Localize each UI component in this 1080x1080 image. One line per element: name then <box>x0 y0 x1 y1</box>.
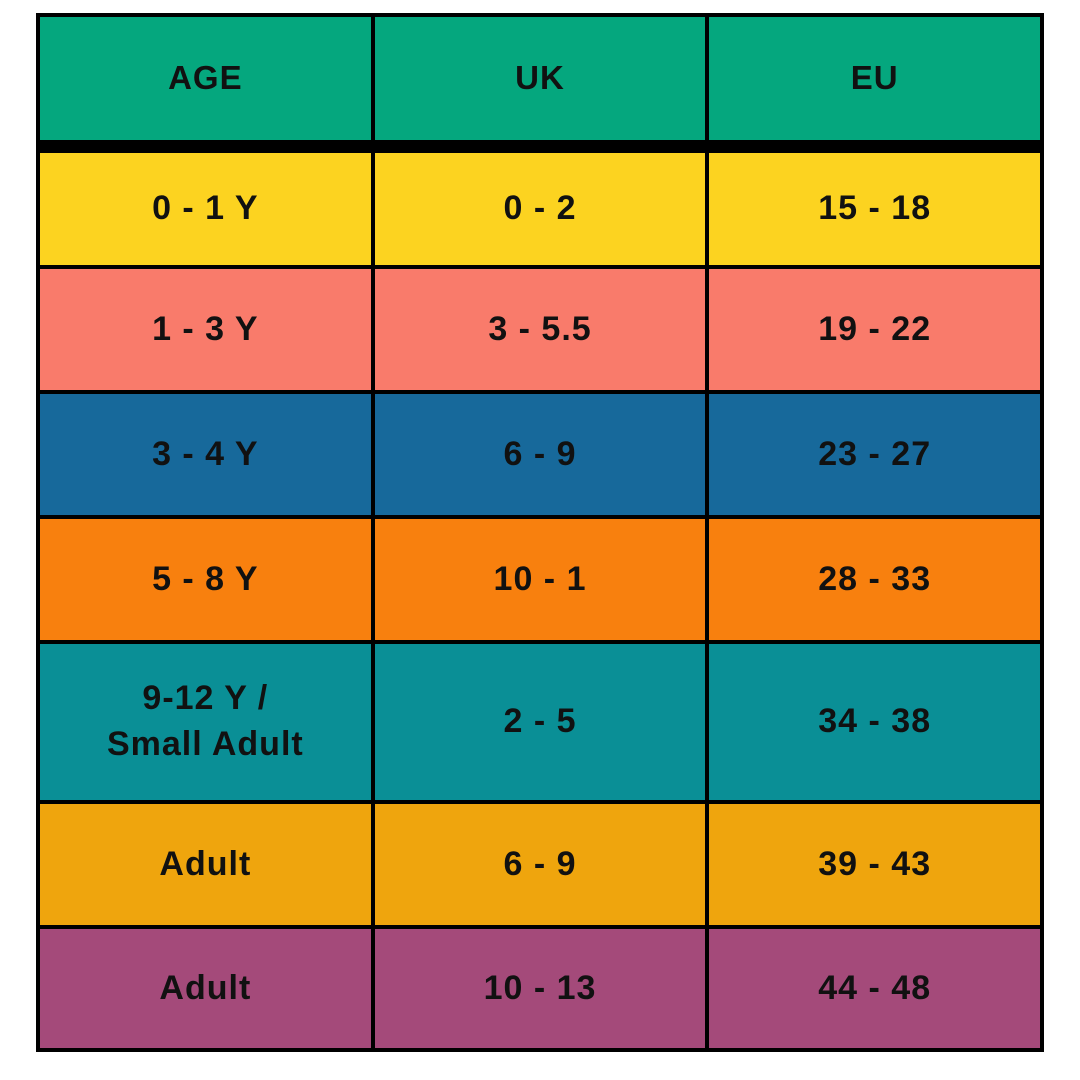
uk-cell: 6 - 9 <box>370 804 706 925</box>
eu-cell: 23 - 27 <box>705 394 1040 515</box>
uk-cell: 3 - 5.5 <box>370 269 706 390</box>
uk-cell: 0 - 2 <box>370 153 706 265</box>
uk-cell: 10 - 1 <box>370 519 706 640</box>
eu-cell: 28 - 33 <box>705 519 1040 640</box>
age-cell: 5 - 8 Y <box>152 559 259 598</box>
table-row: Adult 6 - 9 39 - 43 <box>40 800 1040 925</box>
age-line-1: 9-12 Y / <box>142 679 269 718</box>
table-header-row: AGE UK EU <box>40 17 1040 140</box>
table-row: Adult 10 - 13 44 - 48 <box>40 925 1040 1048</box>
table-row: 1 - 3 Y 3 - 5.5 19 - 22 <box>40 265 1040 390</box>
age-cell: 1 - 3 Y <box>152 309 259 348</box>
age-cell: Adult <box>159 968 252 1007</box>
table-row: 0 - 1 Y 0 - 2 15 - 18 <box>40 140 1040 265</box>
eu-cell: 39 - 43 <box>705 804 1040 925</box>
uk-cell: 10 - 13 <box>370 929 706 1048</box>
eu-cell: 44 - 48 <box>705 929 1040 1048</box>
table-row: 5 - 8 Y 10 - 1 28 - 33 <box>40 515 1040 640</box>
table-row: 3 - 4 Y 6 - 9 23 - 27 <box>40 390 1040 515</box>
uk-cell: 6 - 9 <box>370 394 706 515</box>
eu-cell: 19 - 22 <box>705 269 1040 390</box>
age-cell: 0 - 1 Y <box>152 189 259 228</box>
column-header-uk: UK <box>370 17 706 140</box>
eu-cell: 34 - 38 <box>705 644 1040 800</box>
column-header-eu: EU <box>705 17 1040 140</box>
age-line-2: Small Adult <box>106 725 304 763</box>
uk-cell: 2 - 5 <box>370 644 706 800</box>
table-row: 9-12 Y / Small Adult 2 - 5 34 - 38 <box>40 640 1040 800</box>
size-conversion-table: AGE UK EU 0 - 1 Y 0 - 2 15 - 18 1 - 3 Y … <box>36 13 1044 1052</box>
age-cell: 9-12 Y / Small Adult <box>40 644 371 800</box>
age-cell: 3 - 4 Y <box>152 434 259 473</box>
eu-cell: 15 - 18 <box>705 153 1040 265</box>
age-cell: Adult <box>159 844 252 883</box>
column-header-age: AGE <box>168 59 243 97</box>
